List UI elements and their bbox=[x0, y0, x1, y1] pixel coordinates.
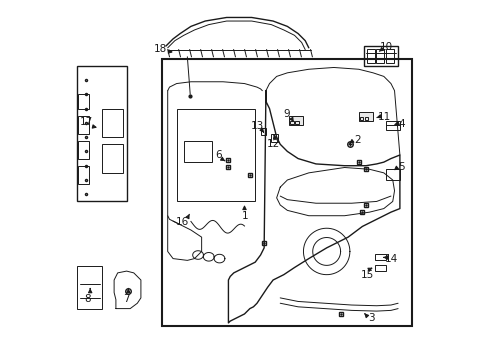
Text: 5: 5 bbox=[398, 162, 404, 172]
Bar bbox=[78, 166, 89, 184]
Bar bbox=[376, 49, 384, 63]
Bar bbox=[260, 128, 265, 135]
Text: 13: 13 bbox=[250, 121, 263, 131]
Text: 4: 4 bbox=[398, 118, 404, 129]
Bar bbox=[176, 109, 255, 202]
Text: 16: 16 bbox=[175, 217, 188, 227]
Text: 18: 18 bbox=[153, 44, 166, 54]
Text: 15: 15 bbox=[360, 270, 373, 280]
Bar bbox=[77, 66, 126, 202]
Text: 10: 10 bbox=[379, 42, 392, 52]
Bar bbox=[78, 116, 89, 134]
Bar bbox=[374, 265, 385, 271]
Text: 12: 12 bbox=[266, 139, 280, 149]
Text: 3: 3 bbox=[367, 313, 374, 323]
Text: 9: 9 bbox=[283, 109, 289, 119]
Bar bbox=[295, 121, 298, 123]
Bar bbox=[374, 254, 385, 260]
Bar bbox=[77, 266, 102, 309]
Bar bbox=[364, 117, 367, 120]
Bar bbox=[358, 112, 372, 121]
Bar bbox=[366, 49, 374, 63]
Bar bbox=[162, 59, 411, 327]
Bar bbox=[271, 134, 277, 143]
Text: 14: 14 bbox=[384, 254, 398, 264]
Bar bbox=[102, 109, 123, 137]
Bar bbox=[364, 46, 397, 66]
Bar bbox=[102, 144, 123, 173]
Bar bbox=[183, 141, 212, 162]
Text: 8: 8 bbox=[84, 294, 91, 304]
Bar bbox=[290, 121, 293, 123]
Text: 11: 11 bbox=[378, 112, 391, 122]
Text: 2: 2 bbox=[354, 135, 360, 145]
Text: 7: 7 bbox=[123, 294, 130, 304]
Bar bbox=[288, 116, 303, 125]
Bar bbox=[359, 117, 363, 120]
Bar bbox=[385, 121, 399, 130]
Text: 6: 6 bbox=[215, 150, 221, 160]
Text: 1: 1 bbox=[242, 211, 248, 221]
Bar bbox=[78, 141, 89, 158]
Bar bbox=[385, 49, 393, 63]
Text: 17: 17 bbox=[80, 117, 93, 127]
Bar bbox=[78, 94, 89, 109]
Bar bbox=[385, 169, 399, 180]
